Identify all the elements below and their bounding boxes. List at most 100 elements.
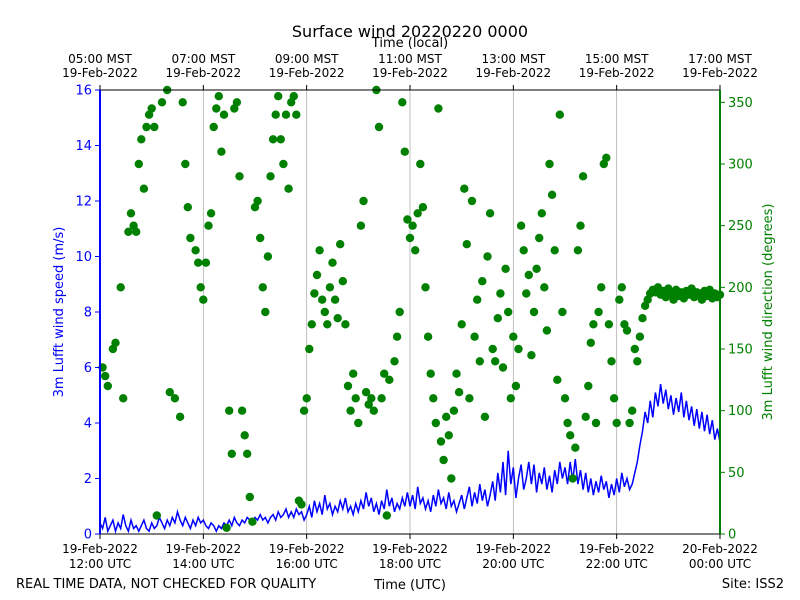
direction-point: [602, 153, 611, 162]
right-tick-label: 100: [728, 404, 753, 419]
direction-point: [361, 388, 371, 397]
direction-point: [390, 357, 399, 366]
direction-point: [571, 443, 580, 452]
direction-point: [496, 289, 505, 298]
left-tick-label: 10: [75, 250, 92, 265]
direction-point: [240, 431, 249, 440]
direction-point: [369, 406, 378, 415]
direction-point: [385, 375, 394, 384]
direction-point: [509, 332, 518, 341]
top-tick-date: 19-Feb-2022: [579, 66, 655, 80]
direction-point: [328, 258, 337, 267]
top-tick-date: 19-Feb-2022: [62, 66, 138, 80]
direction-point: [248, 517, 257, 526]
direction-point: [609, 394, 619, 403]
direction-point: [333, 314, 342, 323]
direction-point: [491, 357, 500, 366]
direction-point: [237, 406, 247, 415]
direction-point: [493, 314, 502, 323]
direction-point: [126, 209, 136, 218]
right-axis-label: 3m Lufft wind direction (degrees): [761, 204, 776, 421]
direction-point: [212, 104, 221, 113]
direction-point: [638, 314, 647, 323]
top-tick-date: 19-Feb-2022: [475, 66, 551, 80]
direction-point: [196, 283, 205, 292]
direction-point: [170, 394, 180, 403]
direction-point: [514, 344, 523, 354]
left-tick-label: 14: [75, 139, 92, 154]
direction-point: [183, 203, 192, 212]
top-tick-time: 05:00 MST: [68, 52, 132, 66]
direction-point: [622, 326, 632, 335]
direction-point: [201, 258, 211, 267]
direction-point: [374, 122, 384, 132]
direction-point: [289, 92, 298, 101]
top-tick-time: 11:00 MST: [378, 52, 442, 66]
direction-point: [429, 394, 438, 403]
direction-point: [628, 406, 637, 415]
direction-point: [413, 209, 422, 218]
direction-point: [101, 371, 110, 381]
direction-point: [199, 295, 208, 304]
direction-point: [157, 98, 167, 107]
direction-point: [359, 196, 368, 206]
direction-point: [380, 369, 389, 378]
direction-point: [625, 418, 634, 428]
direction-point: [612, 418, 621, 428]
direction-point: [516, 221, 526, 230]
direction-point: [103, 381, 113, 391]
direction-point: [325, 283, 335, 292]
bottom-tick-date: 19-Feb-2022: [62, 542, 138, 556]
direction-point: [578, 172, 588, 181]
direction-point: [442, 412, 451, 421]
direction-point: [558, 307, 567, 317]
left-tick-label: 16: [75, 84, 92, 99]
left-tick-label: 2: [84, 472, 92, 487]
direction-point: [204, 221, 213, 230]
top-axis-label: Time (local): [371, 36, 448, 51]
direction-point: [527, 351, 536, 360]
left-axis-label: 3m Lufft wind speed (m/s): [52, 227, 67, 398]
direction-point: [597, 283, 606, 292]
bottom-tick-time: 00:00 UTC: [689, 557, 751, 571]
direction-point: [545, 159, 554, 169]
direction-point: [452, 369, 461, 378]
bottom-axis-label: Time (UTC): [373, 578, 446, 593]
direction-point: [470, 332, 479, 341]
direction-point: [434, 104, 443, 113]
bottom-tick-date: 20-Feb-2022: [682, 542, 758, 556]
bottom-tick-date: 19-Feb-2022: [475, 542, 551, 556]
direction-point: [279, 159, 288, 169]
direction-point: [336, 240, 345, 249]
direction-point: [560, 394, 570, 403]
direction-point: [581, 412, 590, 421]
direction-point: [338, 277, 347, 286]
direction-point: [547, 190, 557, 199]
direction-point: [134, 159, 143, 169]
direction-point: [284, 184, 293, 193]
left-tick-label: 12: [75, 195, 92, 210]
direction-point: [318, 295, 327, 304]
direction-point: [186, 233, 195, 243]
direction-point: [411, 246, 420, 255]
direction-layer: [98, 85, 725, 532]
direction-point: [297, 500, 306, 509]
direction-point: [485, 209, 495, 218]
top-tick-time: 13:00 MST: [481, 52, 545, 66]
direction-point: [465, 394, 474, 403]
top-tick-date: 19-Feb-2022: [682, 66, 758, 80]
direction-point: [302, 394, 311, 403]
direction-point: [550, 246, 559, 255]
direction-point: [165, 388, 174, 397]
direction-point: [467, 196, 477, 206]
footer-right: Site: ISS2: [722, 577, 784, 592]
direction-point: [150, 122, 159, 132]
direction-point: [222, 523, 231, 532]
direction-point: [349, 369, 358, 378]
direction-point: [315, 246, 324, 255]
direction-point: [416, 159, 425, 169]
direction-point: [351, 394, 360, 403]
direction-point: [268, 135, 278, 144]
direction-point: [377, 394, 386, 403]
direction-point: [408, 221, 417, 230]
